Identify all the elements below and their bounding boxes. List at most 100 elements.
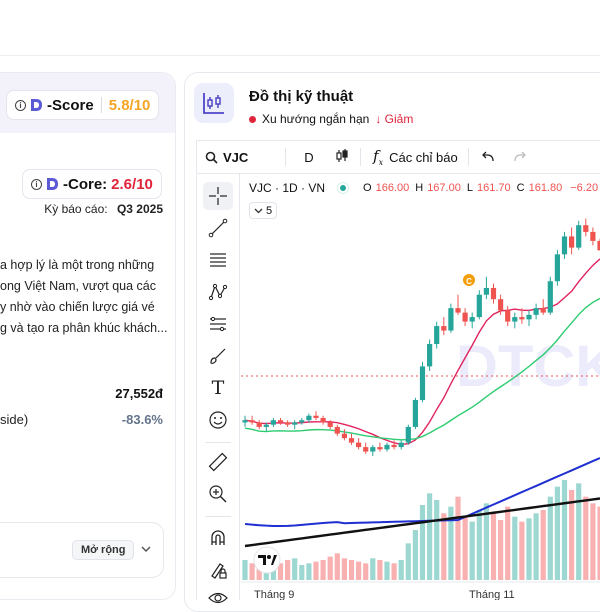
x-tick-label: Tháng 9 xyxy=(254,589,294,600)
candle-body xyxy=(277,420,284,423)
candle-body xyxy=(476,294,482,318)
d-core-badge[interactable]: i -Core: 2.6/10 xyxy=(22,169,162,199)
candle-body xyxy=(348,438,355,443)
d-score-badge[interactable]: i -Score 5.8/10 xyxy=(6,90,160,120)
toolbar-divider xyxy=(285,148,286,166)
candle-body xyxy=(576,225,582,248)
volume-bar xyxy=(313,561,319,580)
ohlc-low: 161.70 xyxy=(476,182,511,194)
candle xyxy=(348,433,355,445)
volume-bar xyxy=(356,561,362,580)
candle-body xyxy=(370,447,376,452)
candle-body xyxy=(483,287,489,295)
magnet-icon[interactable] xyxy=(203,524,233,552)
info-icon[interactable]: i xyxy=(15,99,26,111)
pattern-tool-icon[interactable] xyxy=(203,278,233,306)
candle xyxy=(512,312,518,329)
candle xyxy=(263,422,269,432)
candle xyxy=(363,442,369,454)
brush-tool-icon[interactable] xyxy=(203,342,233,370)
volume-bar xyxy=(348,560,355,580)
candlestick-chart-icon xyxy=(203,93,224,114)
candle xyxy=(526,310,532,327)
indicators-button[interactable]: fx Các chỉ báo xyxy=(373,147,458,167)
legend-title: VJC · 1D · VN xyxy=(249,181,326,195)
candle-body xyxy=(462,312,468,322)
candle xyxy=(292,420,298,430)
volume-bar xyxy=(462,516,468,580)
indicator-collapse-button[interactable]: 5 xyxy=(249,202,278,219)
candle-style-icon[interactable] xyxy=(334,148,352,167)
report-period-value: Q3 2025 xyxy=(116,202,163,216)
trend-label: Xu hướng ngắn hạn xyxy=(262,112,370,126)
report-period-label: Kỳ báo cáo: xyxy=(44,202,108,216)
search-icon xyxy=(205,151,218,164)
volume-bar xyxy=(441,513,447,580)
candle xyxy=(334,424,340,436)
candle-body xyxy=(306,415,312,421)
candle-body xyxy=(398,442,404,448)
emoji-tool-icon[interactable] xyxy=(203,406,233,434)
volume-bar xyxy=(533,513,539,580)
horizontal-lines-tool-icon[interactable] xyxy=(203,246,233,274)
candle xyxy=(597,238,600,251)
volume-bar xyxy=(490,513,497,580)
volume-bar xyxy=(306,563,312,580)
candle xyxy=(341,429,347,441)
volume-bar xyxy=(370,558,376,580)
chart-toolbar: VJC D fx Các chỉ báo xyxy=(196,140,600,174)
ma-green-line xyxy=(244,297,600,441)
volume-bar xyxy=(327,556,333,580)
event-marker[interactable]: C xyxy=(463,274,475,286)
candle-body xyxy=(419,366,426,401)
expand-button[interactable]: Mở rộng xyxy=(72,540,135,560)
chevron-down-icon xyxy=(254,208,263,214)
lock-drawing-icon[interactable] xyxy=(203,556,233,584)
volume-bar xyxy=(519,521,525,580)
symbol-search[interactable]: VJC xyxy=(205,150,285,165)
moving-averages xyxy=(244,258,600,548)
ohlc-close: 161.80 xyxy=(528,182,563,194)
interval-button[interactable]: D xyxy=(304,149,314,165)
candle-body xyxy=(590,231,596,241)
x-tick-label: Tháng 11 xyxy=(469,589,515,600)
candlestick-chart[interactable]: DTCK C Tháng 9 Tháng 11 xyxy=(241,174,600,600)
volume-bar xyxy=(448,506,454,580)
candle xyxy=(505,305,511,327)
info-icon[interactable]: i xyxy=(31,178,42,190)
undo-icon[interactable] xyxy=(481,150,496,164)
candle xyxy=(462,308,468,327)
text-tool-icon[interactable]: T xyxy=(211,377,225,399)
volume-bar xyxy=(576,483,582,580)
volume-bar xyxy=(583,496,589,580)
tools-divider xyxy=(205,516,231,517)
function-icon: fx xyxy=(373,147,384,167)
candle-body xyxy=(561,236,568,255)
volume-bars xyxy=(242,480,600,580)
volume-bar xyxy=(377,560,383,580)
toolbar-divider xyxy=(467,148,469,166)
trend-line-tool-icon[interactable] xyxy=(203,214,233,242)
candle xyxy=(469,312,475,329)
candle-body xyxy=(249,420,255,423)
candle-body xyxy=(263,424,269,427)
volume-bar xyxy=(334,553,340,580)
volume-bar xyxy=(242,560,248,580)
volume-bar xyxy=(540,510,546,580)
candle-body xyxy=(569,236,575,248)
crosshair-tool-icon[interactable] xyxy=(203,182,233,210)
chevron-down-icon[interactable] xyxy=(140,542,152,554)
ruler-tool-icon[interactable] xyxy=(203,448,233,476)
volume-bar xyxy=(590,503,596,580)
d-core-label: -Core: xyxy=(63,175,108,193)
candle xyxy=(370,444,376,457)
candle xyxy=(405,424,411,445)
fib-tool-icon[interactable] xyxy=(203,310,233,338)
candle-body xyxy=(597,240,600,251)
candle xyxy=(398,440,404,450)
redo-icon[interactable] xyxy=(512,150,527,164)
eye-icon[interactable] xyxy=(203,584,233,612)
zoom-in-icon[interactable] xyxy=(203,480,233,508)
candle-body xyxy=(526,314,532,320)
